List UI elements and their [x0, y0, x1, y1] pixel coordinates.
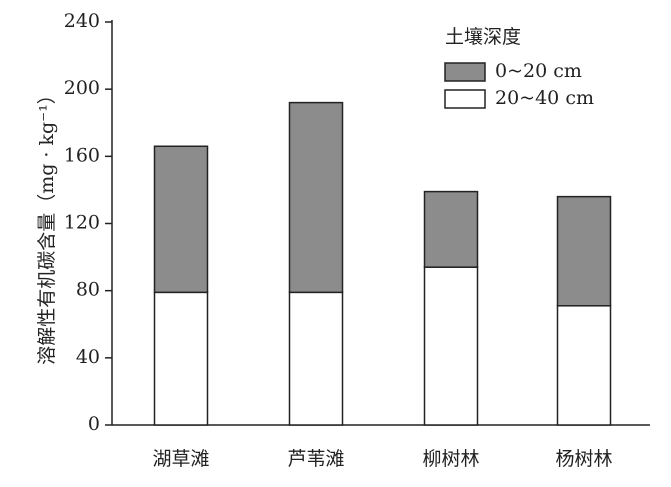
y-axis-label: 溶解性有机碳含量（mg · kg⁻¹） — [36, 85, 58, 365]
legend-title: 土壤深度 — [445, 26, 521, 48]
legend-label: 0~20 cm — [495, 60, 582, 82]
y-tick-label: 160 — [64, 144, 100, 166]
legend-swatch — [444, 89, 486, 109]
bar-segment — [423, 190, 479, 268]
bar-segment — [556, 305, 612, 426]
bar-segment — [288, 291, 344, 426]
y-tick-label: 80 — [76, 279, 100, 301]
y-tick-label: 240 — [64, 10, 100, 32]
x-tick-label: 柳树林 — [422, 448, 479, 470]
bar-segment — [556, 195, 612, 307]
y-tick-label: 0 — [88, 413, 100, 435]
x-tick-label: 湖草滩 — [152, 448, 209, 470]
legend-swatch — [444, 62, 486, 82]
bar-segment — [288, 101, 344, 294]
bar-segment — [153, 145, 209, 294]
y-tick-label: 200 — [64, 77, 100, 99]
bar-segment — [153, 291, 209, 426]
x-tick-label: 芦苇滩 — [287, 448, 344, 470]
bar-segment — [423, 266, 479, 426]
legend-label: 20~40 cm — [495, 87, 594, 109]
y-tick-label: 40 — [76, 346, 100, 368]
y-tick-label: 120 — [64, 212, 100, 234]
x-tick-label: 杨树林 — [555, 448, 612, 470]
